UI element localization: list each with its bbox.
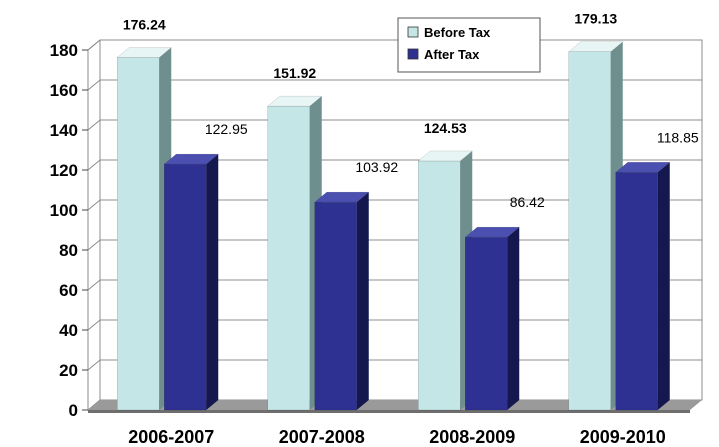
bar-top [417,150,473,162]
legend-box [397,17,541,73]
chart-floor [88,400,702,413]
legend: Before Tax After Tax [397,17,541,73]
y-tick-label: 80 [59,241,78,260]
bar-before-tax-2009-2010 [568,41,624,411]
y-tick-label: 180 [50,41,78,60]
data-label: 179.13 [574,11,617,27]
bar-side [206,154,219,410]
x-category-label: 2008-2009 [429,427,515,447]
bar-front [465,236,508,411]
gridline-side [87,279,101,291]
bar-top [464,226,520,238]
bar-top [568,41,624,52]
y-axis-ticks: 0 20 40 60 80 100 120 140 160 180 [50,41,88,420]
x-category-label: 2009-2010 [580,427,666,447]
floor-top [88,400,702,410]
bar-front [418,160,461,411]
bar-before-tax-2006-2007 [116,47,172,411]
gridline-side [87,79,101,91]
bar-top [116,47,172,58]
legend-label: After Tax [424,47,480,62]
legend-swatch [407,26,419,38]
legend-label: Before Tax [424,25,491,40]
data-label: 122.95 [205,121,248,137]
y-tick-label: 20 [59,361,78,380]
gridline-side [87,239,101,251]
gridline-side [87,39,101,51]
bar-after-tax-2006-2007 [163,153,219,411]
bar-front [164,163,207,411]
bar-before-tax-2008-2009 [417,150,473,411]
bar-front [568,51,611,411]
data-label: 118.85 [657,129,699,145]
bar-front [117,57,160,411]
bar-after-tax-2008-2009 [464,226,520,411]
bars: 176.24 122.95 151.92 103.92 124.53 86.42 179.1… [116,11,699,411]
bar-top [267,95,323,107]
data-label: 103.92 [355,159,398,175]
data-label: 176.24 [123,17,166,33]
bar-side [356,192,369,410]
gridline-side [87,159,101,171]
bar-before-tax-2007-2008 [267,95,323,411]
bar-front [267,105,310,411]
bar-top [163,153,219,165]
y-tick-label: 100 [50,201,78,220]
bar-front [314,201,357,411]
data-label: 151.92 [273,65,316,81]
bar-top [314,191,370,203]
bar-after-tax-2009-2010 [615,162,671,411]
bar-front [615,172,658,411]
data-label: 86.42 [510,194,545,210]
x-category-label: 2006-2007 [128,427,214,447]
bar-after-tax-2007-2008 [314,191,370,411]
y-tick-label: 160 [50,81,78,100]
floor-edge [88,410,690,413]
gridline-side [87,119,101,131]
bar-top [615,162,671,173]
legend-swatch [407,48,419,60]
gridline-side [87,199,101,211]
bar-side [657,162,670,410]
gridline-side [87,359,101,371]
data-label: 124.53 [424,120,467,136]
y-tick-label: 120 [50,161,78,180]
x-axis-labels: 2006-2007 2007-2008 2008-2009 2009-2010 [128,427,666,447]
bar-side [507,227,520,410]
y-tick-label: 60 [59,281,78,300]
gridline-side [87,319,101,331]
y-tick-label: 40 [59,321,78,340]
x-category-label: 2007-2008 [279,427,365,447]
y-tick-label: 0 [69,401,78,420]
y-tick-label: 140 [50,121,78,140]
